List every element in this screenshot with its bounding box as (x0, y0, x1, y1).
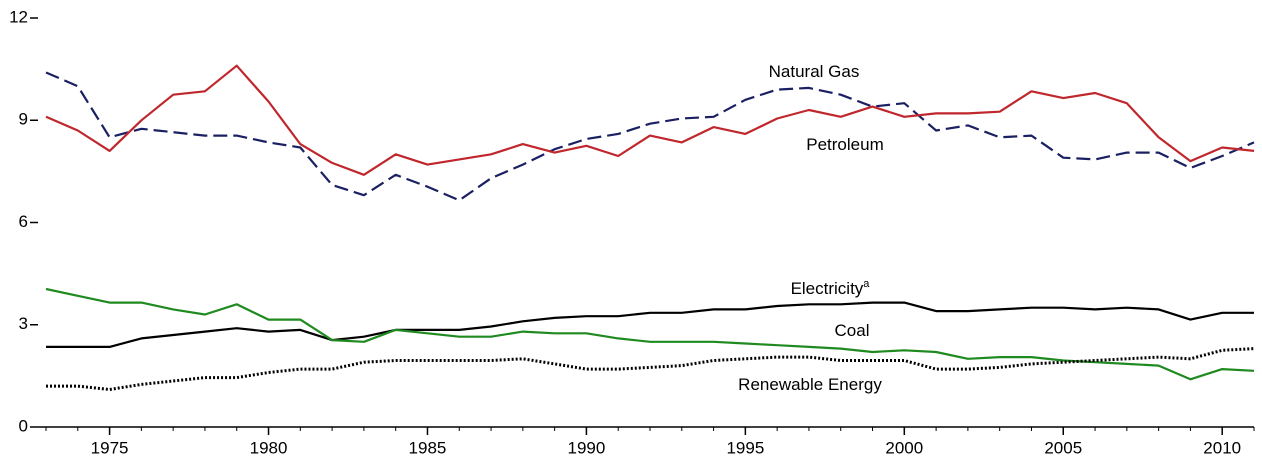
series-line (46, 347, 1255, 391)
x-tick-label: 1990 (568, 438, 606, 457)
y-tick-label: 9 (19, 110, 28, 129)
x-tick-label: 2010 (1203, 438, 1241, 457)
series-label: Renewable Energy (738, 375, 882, 394)
series-name: Petroleum (806, 135, 883, 154)
x-tick-label: 2000 (885, 438, 923, 457)
x-tick-label: 2005 (1044, 438, 1082, 457)
y-tick-label: 0 (19, 416, 28, 435)
series-note-marker: a (863, 278, 870, 290)
series-line (46, 301, 1254, 348)
series-line (45, 287, 1255, 381)
x-tick-label: 1995 (726, 438, 764, 457)
series-name: Coal (835, 321, 870, 340)
series-label: Coal (835, 321, 870, 340)
x-tick-label: 1985 (409, 438, 447, 457)
series-name: Renewable Energy (738, 375, 882, 394)
y-tick-label: 3 (19, 314, 28, 333)
series-label: Natural Gas (769, 62, 860, 81)
series-name: Natural Gas (769, 62, 860, 81)
series-label: Electricitya (791, 278, 871, 299)
series-line (45, 71, 1255, 202)
series-label: Petroleum (806, 135, 883, 154)
x-tick-label: 1975 (91, 438, 129, 457)
series-name: Electricity (791, 279, 864, 298)
x-tick-label: 1980 (250, 438, 288, 457)
y-tick-label: 12 (9, 7, 28, 26)
series-line (45, 64, 1255, 176)
y-tick-label: 6 (19, 212, 28, 231)
